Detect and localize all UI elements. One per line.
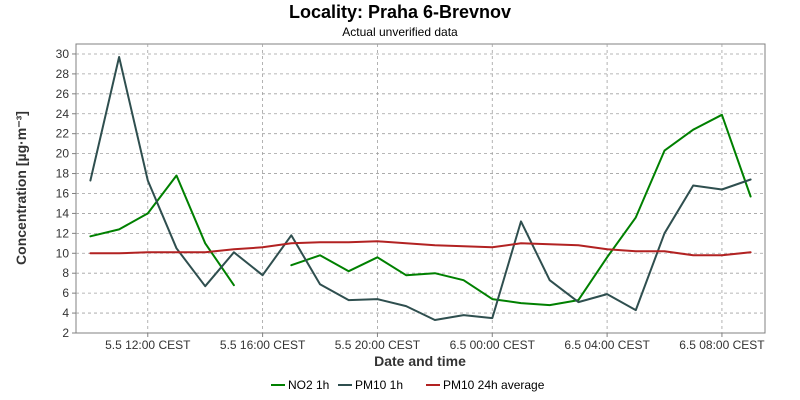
y-tick-label: 26	[56, 87, 70, 101]
legend-item-label: NO2 1h	[288, 378, 329, 392]
y-tick-label: 28	[56, 67, 70, 81]
x-tick-label: 5.5 16:00 CEST	[220, 338, 306, 352]
x-tick-label: 6.5 04:00 CEST	[564, 338, 650, 352]
y-tick-label: 10	[56, 246, 70, 260]
y-tick-label: 16	[56, 186, 70, 200]
y-tick-label: 20	[56, 147, 70, 161]
y-tick-label: 18	[56, 167, 70, 181]
chart-title: Locality: Praha 6-Brevnov	[289, 2, 511, 22]
y-tick-label: 30	[56, 47, 70, 61]
x-axis-label: Date and time	[374, 353, 466, 369]
chart-subtitle: Actual unverified data	[342, 25, 458, 39]
legend-item-label: PM10 1h	[355, 378, 403, 392]
x-tick-label: 6.5 00:00 CEST	[450, 338, 536, 352]
x-tick-label: 5.5 12:00 CEST	[105, 338, 191, 352]
plot-area	[75, 43, 766, 334]
y-tick-label: 6	[62, 286, 69, 300]
series-line-pm10-1h	[89, 56, 752, 321]
series-line-pm10-24h-average	[89, 240, 752, 257]
legend: NO2 1h PM10 1h PM10 24h average	[271, 378, 545, 392]
y-tick-label: 12	[56, 226, 70, 240]
y-axis-label: Concentration [µg·m⁻³]	[13, 111, 29, 265]
series-group	[89, 56, 752, 321]
y-tick-label: 14	[56, 206, 70, 220]
y-tick-label: 4	[62, 306, 69, 320]
y-tick-label: 2	[62, 326, 69, 340]
y-tick-label: 22	[56, 127, 70, 141]
x-axis: 5.5 12:00 CEST 5.5 16:00 CEST 5.5 20:00 CE…	[105, 333, 765, 352]
x-tick-label: 5.5 20:00 CEST	[335, 338, 421, 352]
x-tick-label: 6.5 08:00 CEST	[679, 338, 765, 352]
y-tick-label: 8	[62, 266, 69, 280]
y-tick-label: 24	[56, 107, 70, 121]
series-line-no2-1h	[89, 113, 752, 307]
legend-item-label: PM10 24h average	[443, 378, 545, 392]
